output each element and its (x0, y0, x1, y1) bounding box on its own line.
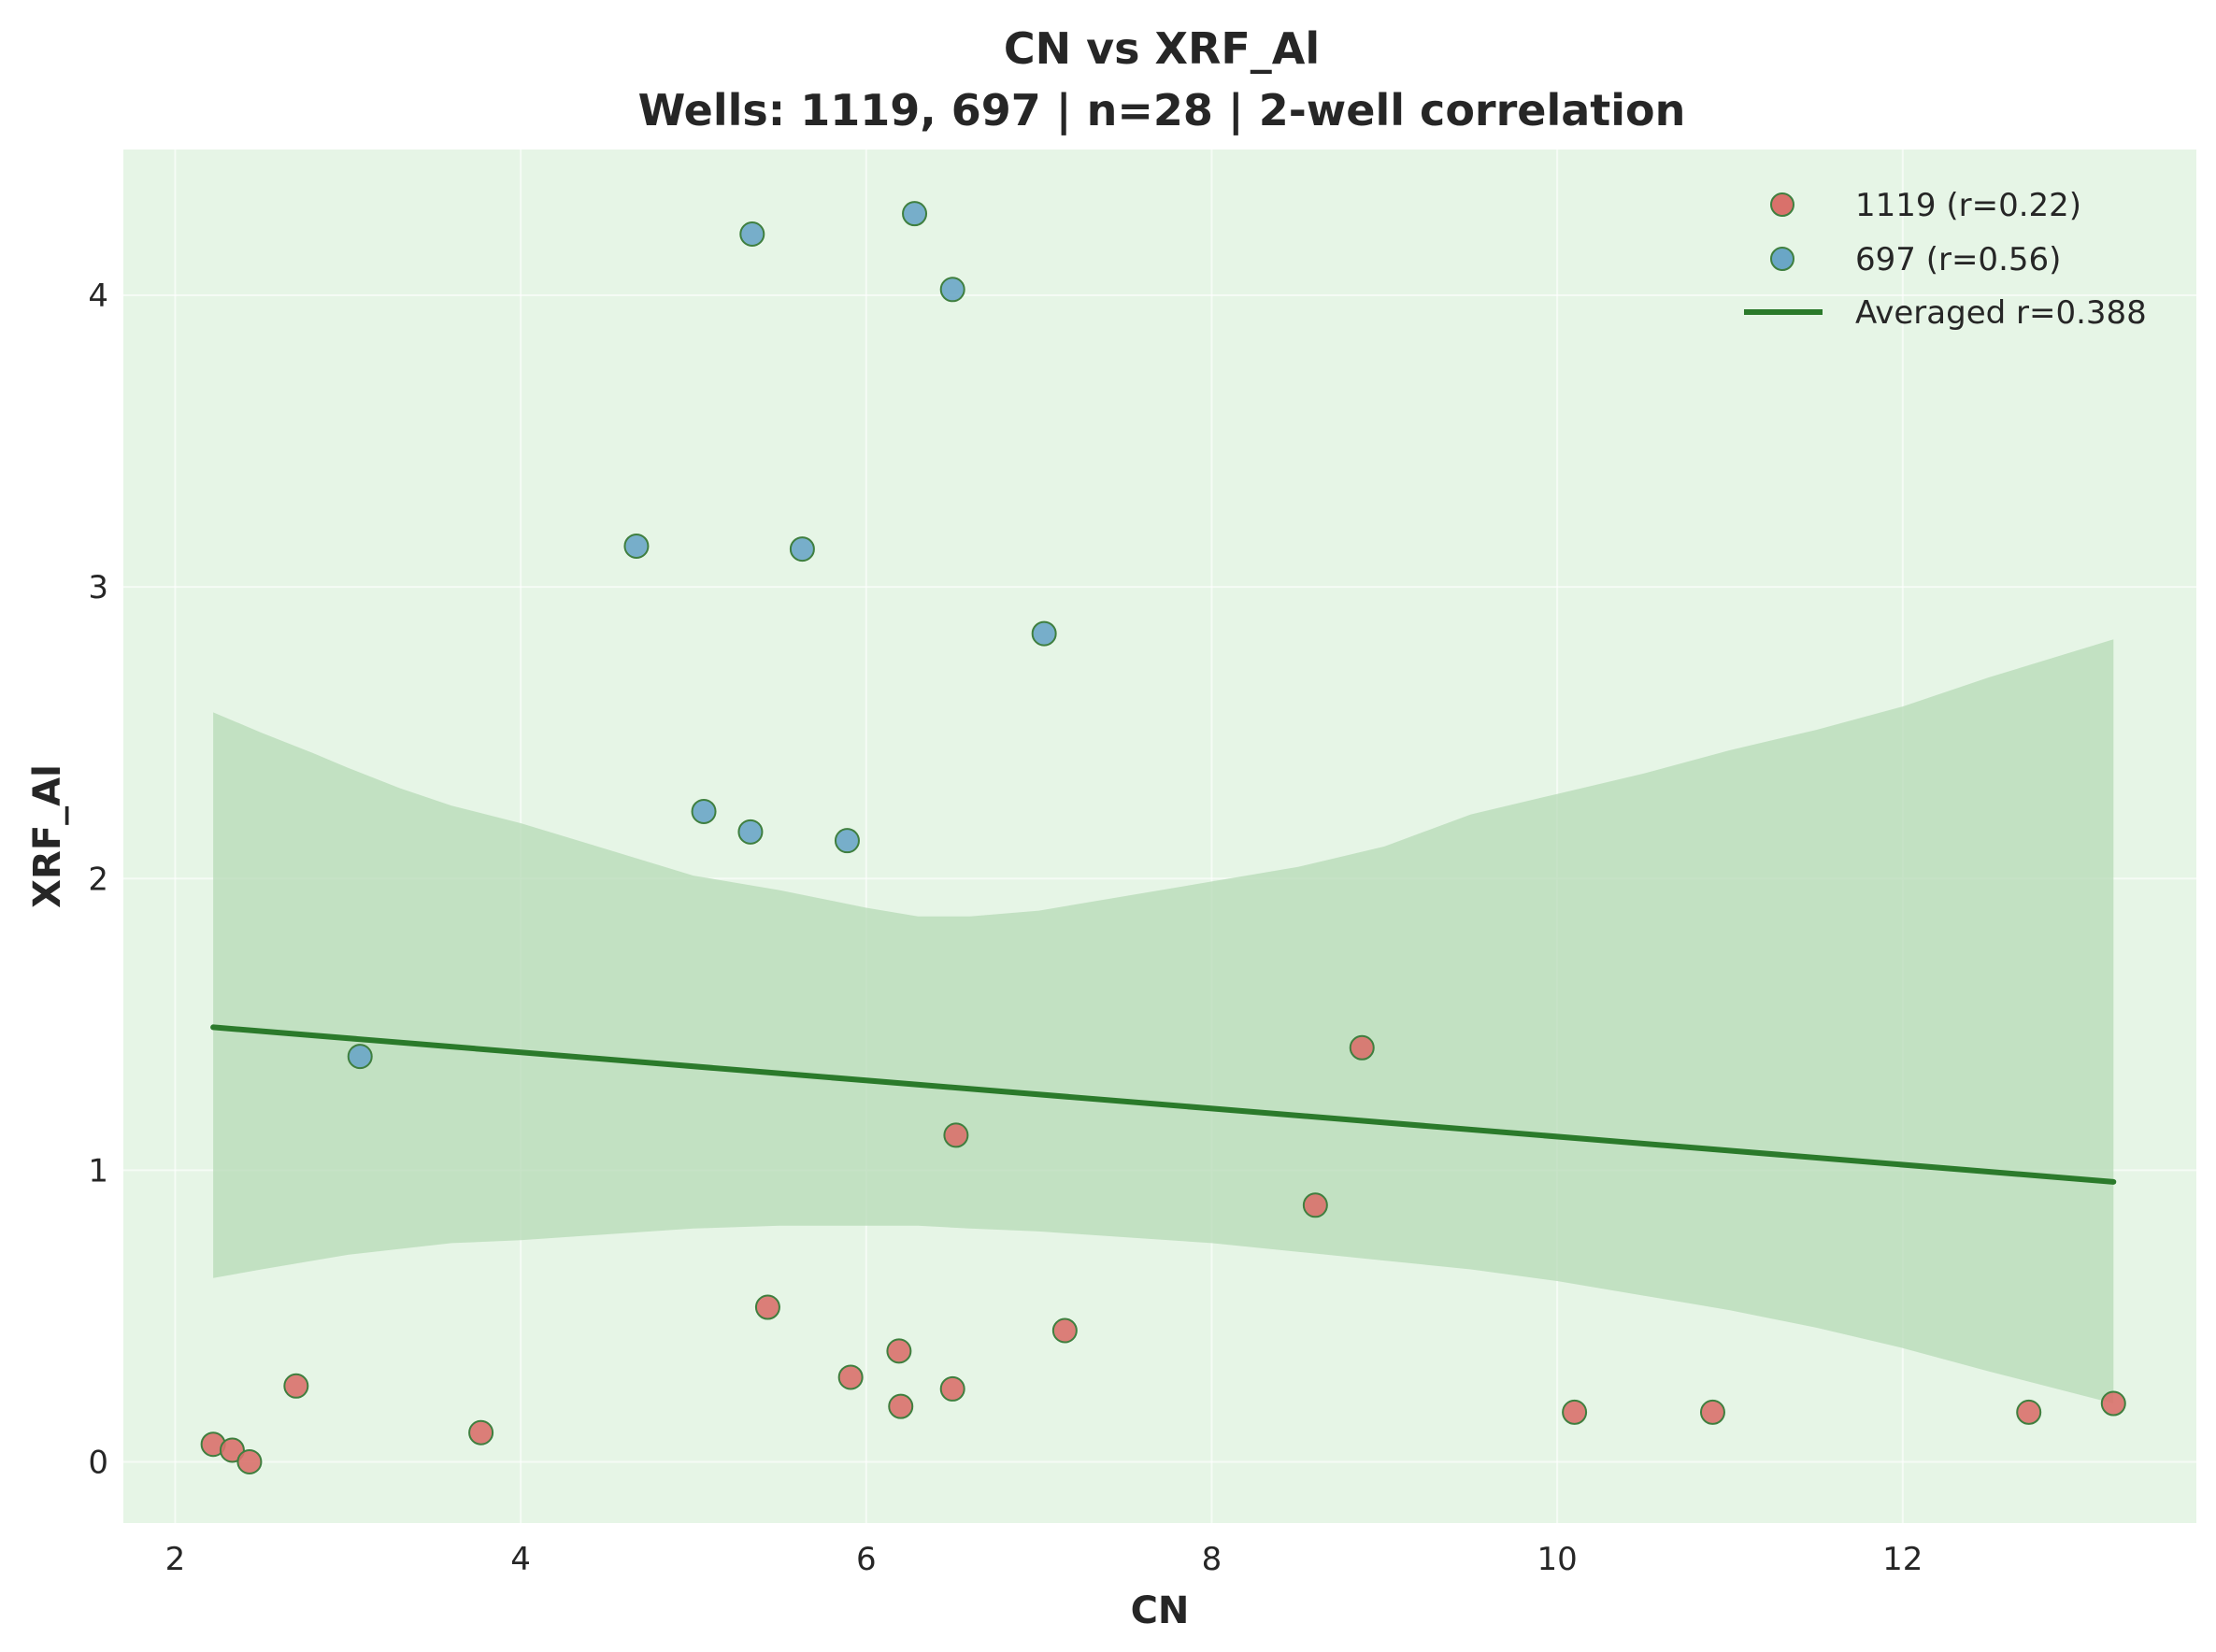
x-tick-label: 6 (856, 1541, 877, 1578)
trend-line-layer (210, 1024, 2117, 1185)
data-point-697 (939, 277, 965, 303)
data-point-697 (737, 819, 764, 845)
data-point-697 (789, 536, 815, 563)
data-point-1119 (2100, 1390, 2126, 1417)
y-tick-label: 2 (88, 861, 108, 898)
data-point-697 (834, 828, 860, 854)
legend-marker-697 (1770, 247, 1794, 271)
data-point-1119 (837, 1364, 864, 1390)
data-point-1119 (943, 1122, 969, 1148)
legend-marker-1119 (1770, 192, 1794, 217)
y-tick-label: 3 (88, 569, 108, 606)
data-point-1119 (939, 1375, 965, 1402)
data-point-697 (902, 201, 928, 227)
x-tick-label: 12 (1882, 1541, 1923, 1578)
data-point-1119 (1051, 1317, 1078, 1344)
x-tick-label: 2 (165, 1541, 186, 1578)
data-point-1119 (886, 1338, 912, 1364)
data-point-1119 (283, 1373, 309, 1399)
x-tick-label: 8 (1202, 1541, 1222, 1578)
y-axis-label: XRF_Al (26, 764, 69, 908)
data-point-697 (347, 1044, 373, 1070)
confidence-band (213, 639, 2114, 1403)
data-point-1119 (236, 1448, 263, 1474)
legend: 1119 (r=0.22) 697 (r=0.56) Averaged r=0.… (1744, 187, 2147, 332)
trend-line (210, 1024, 2117, 1185)
data-point-1119 (1699, 1399, 1725, 1425)
data-point-1119 (754, 1294, 780, 1320)
data-point-697 (691, 798, 717, 824)
y-tick-label: 1 (88, 1152, 108, 1189)
legend-label-697: 697 (r=0.56) (1855, 241, 2061, 278)
data-point-1119 (2016, 1399, 2042, 1425)
data-point-1119 (1562, 1399, 1588, 1425)
data-point-1119 (468, 1419, 494, 1446)
data-point-697 (739, 221, 765, 248)
chart-subtitle: Wells: 1119, 697 | n=28 | 2-well correla… (638, 85, 1686, 136)
legend-label-trend: Averaged r=0.388 (1855, 294, 2147, 332)
data-point-697 (623, 533, 650, 559)
legend-label-1119: 1119 (r=0.22) (1855, 187, 2081, 224)
chart-title: CN vs XRF_Al (1004, 23, 1320, 74)
data-point-1119 (1302, 1192, 1328, 1218)
x-tick-label: 4 (510, 1541, 531, 1578)
x-tick-label: 10 (1537, 1541, 1577, 1578)
y-tick-label: 0 (88, 1444, 108, 1481)
x-axis-label: CN (1131, 1589, 1190, 1632)
confidence-band-layer (213, 639, 2114, 1403)
points-layer (200, 201, 2126, 1474)
data-point-1119 (1349, 1034, 1375, 1061)
data-point-697 (1031, 620, 1057, 647)
data-point-1119 (888, 1393, 914, 1419)
data-point-1119 (219, 1437, 245, 1463)
y-tick-label: 4 (88, 278, 108, 315)
